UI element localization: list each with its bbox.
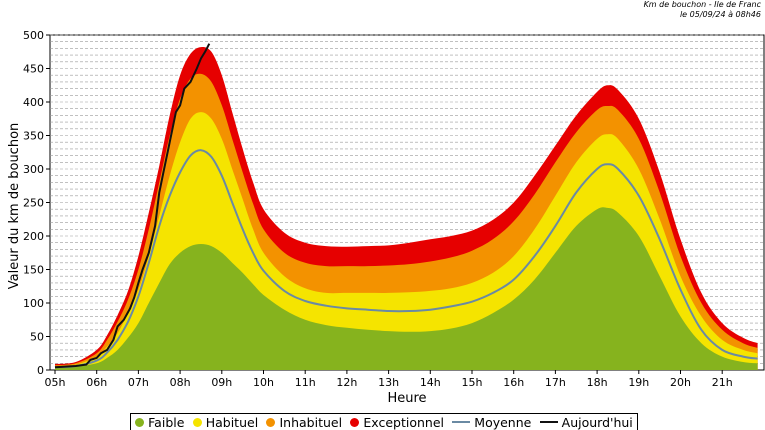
x-tick-label: 10h	[253, 376, 274, 389]
y-tick-label: 300	[23, 163, 44, 176]
x-tick-label: 14h	[420, 376, 441, 389]
chart-header-date: le 05/09/24 à 08h46	[679, 10, 761, 19]
traffic-chart: 0 50 100 150 200 250 300 350 400 450 500 05h 06h 07h 0…	[7, 29, 765, 406]
legend-line-swatch	[539, 421, 558, 423]
y-tick-label: 350	[23, 130, 44, 143]
legend-dot-swatch	[192, 417, 202, 427]
x-tick-label: 06h	[86, 376, 107, 389]
legend-item: Habituel	[192, 414, 259, 430]
x-tick-label: 11h	[295, 376, 316, 389]
area-faible	[55, 207, 758, 370]
y-tick-label: 50	[30, 331, 44, 344]
legend-item: Inhabituel	[266, 415, 342, 430]
x-tick-label: 16h	[503, 376, 524, 389]
legend-label: Faible	[148, 414, 185, 430]
band-areas	[55, 46, 758, 370]
y-tick-label: 500	[23, 29, 44, 42]
legend-dot-swatch	[135, 417, 145, 427]
x-tick-label: 19h	[628, 376, 649, 389]
legend: Faible Habituel Inhabituel Exceptionnel Moye…	[130, 413, 638, 430]
series-lines	[54, 43, 758, 369]
y-tick-label: 150	[23, 264, 44, 277]
legend-item: Faible	[135, 415, 184, 430]
legend-item: Moyenne	[452, 415, 531, 430]
x-tick-label: 20h	[670, 376, 691, 389]
line-moyenne	[54, 149, 758, 369]
chart-header-title: Km de bouchon - Ile de Franc	[643, 0, 761, 9]
x-tick-label: 09h	[211, 376, 232, 389]
x-tick-label: 13h	[378, 376, 399, 389]
legend-item: Exceptionnel	[350, 415, 444, 430]
x-axis-label: Heure	[387, 391, 426, 406]
y-tick-label: 450	[23, 63, 44, 76]
x-tick-label: 12h	[336, 376, 357, 389]
x-tick-label: 17h	[545, 376, 566, 389]
legend-label: Habituel	[205, 414, 259, 430]
legend-item: Aujourd'hui	[539, 414, 633, 430]
legend-label: Inhabituel	[279, 414, 343, 430]
legend-label: Aujourd'hui	[561, 414, 633, 430]
y-tick-label: 200	[23, 230, 44, 243]
legend-dot-swatch	[350, 417, 360, 427]
x-tick-label: 07h	[128, 376, 149, 389]
x-tick-label: 05h	[45, 376, 66, 389]
x-tick-label: 21h	[712, 376, 733, 389]
legend-dot-swatch	[266, 417, 276, 427]
legend-line-swatch	[452, 421, 471, 423]
y-axis-label: Valeur du km de bouchon	[7, 123, 22, 290]
x-tick-label: 08h	[170, 376, 191, 389]
x-tick-label: 15h	[462, 376, 483, 389]
legend-label: Moyenne	[474, 414, 532, 430]
y-tick-label: 100	[23, 297, 44, 310]
y-tick-label: 0	[37, 364, 44, 377]
y-tick-label: 400	[23, 96, 44, 109]
axes: 0 50 100 150 200 250 300 350 400 450 500 05h 06h 07h 0…	[23, 29, 733, 389]
legend-label: Exceptionnel	[363, 414, 444, 430]
x-tick-label: 18h	[587, 376, 608, 389]
y-tick-label: 250	[23, 197, 44, 210]
line-aujourdhui	[54, 43, 211, 369]
